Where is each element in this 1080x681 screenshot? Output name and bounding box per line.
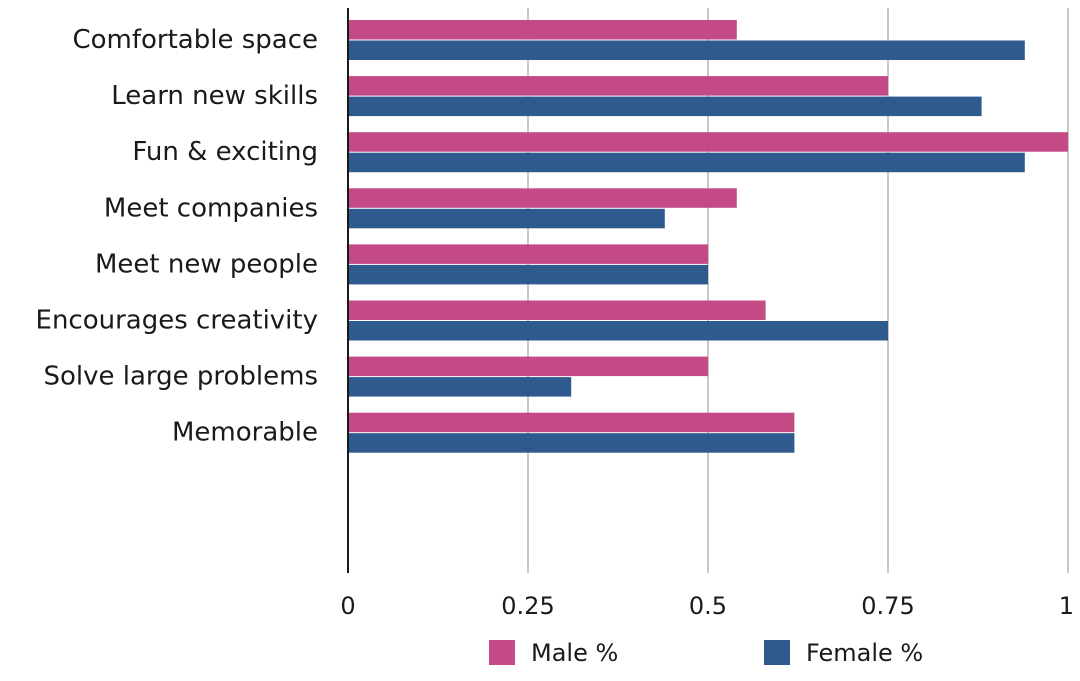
category-label: Meet new people <box>95 249 318 279</box>
bar-male-3 <box>348 188 737 208</box>
category-label: Meet companies <box>104 193 318 223</box>
x-tick-label: 1 <box>1059 592 1074 620</box>
bars <box>348 20 1068 453</box>
bar-female-5 <box>348 321 888 341</box>
legend-label: Female % <box>806 639 923 667</box>
x-tick-label: 0.5 <box>689 592 727 620</box>
bar-female-0 <box>348 40 1025 60</box>
bar-male-6 <box>348 356 708 377</box>
bar-female-4 <box>348 264 708 285</box>
category-label: Memorable <box>172 418 318 448</box>
bar-female-3 <box>348 208 665 229</box>
x-tick-label: 0 <box>340 592 355 620</box>
x-tick-label: 0.25 <box>501 592 554 620</box>
x-tick-labels: 0 0.25 0.5 0.75 1 <box>340 592 1074 620</box>
legend-swatch <box>489 640 515 665</box>
x-tick-label: 0.75 <box>861 592 914 620</box>
bar-male-0 <box>348 20 737 40</box>
legend: Male % Female % <box>489 639 923 667</box>
bar-female-6 <box>348 377 572 397</box>
bar-female-7 <box>348 433 795 453</box>
bar-male-5 <box>348 300 766 320</box>
legend-label: Male % <box>531 639 618 667</box>
bar-female-1 <box>348 96 982 117</box>
category-label: Encourages creativity <box>36 306 318 336</box>
category-label: Solve large problems <box>43 362 318 392</box>
legend-swatch <box>764 640 790 665</box>
bar-male-7 <box>348 412 795 433</box>
category-label: Comfortable space <box>72 25 318 55</box>
category-label: Fun & exciting <box>132 137 318 167</box>
bar-female-2 <box>348 152 1025 173</box>
bar-male-2 <box>348 132 1068 152</box>
bar-male-4 <box>348 244 708 264</box>
legend-item-male: Male % <box>489 639 618 667</box>
legend-item-female: Female % <box>764 639 923 667</box>
bar-male-1 <box>348 76 888 96</box>
category-label: Learn new skills <box>111 81 318 111</box>
category-labels: Comfortable space Learn new skills Fun & e… <box>36 25 318 448</box>
